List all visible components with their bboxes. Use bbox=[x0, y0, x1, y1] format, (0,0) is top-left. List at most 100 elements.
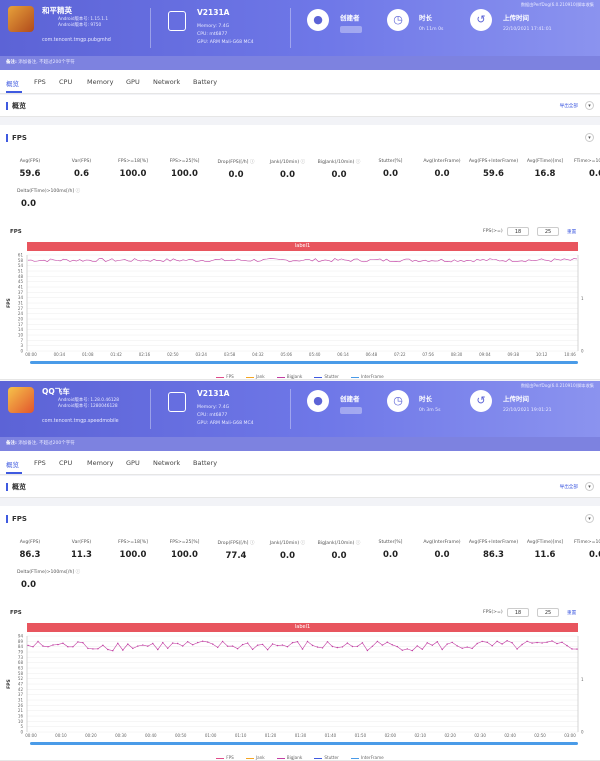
legend-item[interactable]: FPS bbox=[216, 374, 234, 379]
fps-point bbox=[231, 645, 234, 647]
fps-point bbox=[167, 647, 169, 649]
y-tick-label: 3 bbox=[20, 343, 23, 348]
y-tick-label: 45 bbox=[18, 279, 24, 284]
x-tick-label: 07:22 bbox=[394, 352, 406, 357]
legend-item[interactable]: BigJank bbox=[276, 374, 303, 379]
x-tick-label: 02:50 bbox=[534, 733, 546, 738]
chevron-down-icon[interactable]: ▾ bbox=[585, 101, 594, 110]
tab-fps[interactable]: FPS bbox=[34, 459, 46, 467]
chevron-down-icon[interactable]: ▾ bbox=[585, 482, 594, 491]
legend-label: InterFrame bbox=[360, 374, 384, 379]
legend-item[interactable]: FPS bbox=[216, 755, 234, 760]
fps-point bbox=[251, 648, 254, 651]
y-tick-label: 58 bbox=[18, 671, 24, 676]
y-tick-label: 73 bbox=[18, 655, 24, 660]
tab-fps[interactable]: FPS bbox=[34, 78, 46, 86]
tab-概览[interactable]: 概览 bbox=[6, 461, 19, 469]
x-tick-label: 02:00 bbox=[385, 733, 397, 738]
stat-value: 59.6 bbox=[19, 169, 41, 179]
fps-point bbox=[326, 641, 329, 643]
tab-battery[interactable]: Battery bbox=[193, 78, 218, 86]
export-all-link[interactable]: 导出全部 bbox=[559, 485, 578, 490]
fps-point bbox=[441, 648, 443, 651]
question-icon[interactable]: ⓘ bbox=[354, 160, 361, 165]
legend-item[interactable]: Jank bbox=[245, 755, 265, 760]
reset-button[interactable]: 重置 bbox=[567, 230, 577, 235]
question-icon[interactable]: ⓘ bbox=[74, 570, 81, 575]
tab-概览[interactable]: 概览 bbox=[6, 80, 19, 88]
chart-scrollbar[interactable] bbox=[30, 361, 578, 364]
tab-memory[interactable]: Memory bbox=[87, 459, 114, 467]
fps-threshold-input-1[interactable]: 18 bbox=[507, 227, 529, 236]
legend-item[interactable]: Jank bbox=[245, 374, 265, 379]
fps-point bbox=[281, 644, 284, 646]
legend-item[interactable]: BigJank bbox=[276, 755, 302, 760]
tab-cpu[interactable]: CPU bbox=[59, 78, 73, 86]
question-icon[interactable]: ⓘ bbox=[299, 160, 306, 165]
fps-point bbox=[147, 645, 149, 647]
legend-item[interactable]: InterFrame bbox=[350, 755, 384, 760]
label-bar[interactable]: label1 bbox=[27, 242, 578, 251]
duration-value: 0h 3m 5s bbox=[419, 408, 441, 413]
question-icon[interactable]: ⓘ bbox=[354, 541, 361, 546]
chevron-down-icon[interactable]: ▾ bbox=[585, 133, 594, 142]
device-specs: Memory: 7.4G CPU: mt6877 GPU: ARM Mali-G… bbox=[197, 404, 254, 428]
y-tick-label: 89 bbox=[18, 639, 24, 644]
question-icon[interactable]: ⓘ bbox=[74, 189, 81, 194]
fps-point bbox=[266, 649, 269, 651]
fps-threshold-input-1[interactable]: 18 bbox=[507, 608, 529, 617]
legend-item[interactable]: Stutter bbox=[314, 755, 339, 760]
fps-threshold-input-2[interactable]: 25 bbox=[537, 227, 559, 236]
reset-button[interactable]: 重置 bbox=[567, 611, 577, 616]
tab-gpu[interactable]: GPU bbox=[126, 78, 140, 86]
chart-scrollbar[interactable] bbox=[30, 742, 578, 745]
question-icon[interactable]: ⓘ bbox=[299, 541, 306, 546]
legend-swatch bbox=[276, 376, 285, 378]
stat-value: 0.0 bbox=[588, 550, 600, 560]
legend-item[interactable]: InterFrame bbox=[350, 374, 384, 379]
fps-point bbox=[336, 646, 339, 649]
fps-point bbox=[217, 646, 219, 649]
fps-point bbox=[172, 642, 174, 644]
device-cpu: CPU: mt6877 bbox=[197, 413, 228, 418]
export-all-link[interactable]: 导出全部 bbox=[559, 104, 578, 109]
history-icon: ↺ bbox=[470, 9, 492, 31]
question-icon[interactable]: ⓘ bbox=[248, 160, 255, 165]
y-tick-label: 20 bbox=[18, 317, 24, 322]
chevron-down-icon[interactable]: ▾ bbox=[585, 514, 594, 523]
creator-value-redacted bbox=[340, 26, 362, 33]
fps-point bbox=[92, 648, 94, 650]
y-tick-label: 34 bbox=[18, 295, 24, 300]
fps-threshold-input-2[interactable]: 25 bbox=[537, 608, 559, 617]
legend-swatch bbox=[276, 757, 285, 759]
overview-card: 概览 导出全部 ▾ bbox=[0, 95, 600, 117]
fps-point bbox=[536, 641, 538, 644]
legend-item[interactable]: Stutter bbox=[314, 374, 339, 379]
fps-point bbox=[87, 647, 89, 650]
fps-point bbox=[212, 643, 214, 645]
app-version-lines: Android版本号: 1.15.1.1 Android版本号: 9750 bbox=[58, 17, 108, 29]
x-tick-label: 02:10 bbox=[415, 733, 427, 738]
question-icon[interactable]: ⓘ bbox=[248, 541, 255, 546]
x-tick-label: 02:16 bbox=[139, 352, 151, 357]
fps-point bbox=[132, 647, 134, 650]
tab-cpu[interactable]: CPU bbox=[59, 459, 73, 467]
tab-gpu[interactable]: GPU bbox=[126, 459, 140, 467]
fps-chart[interactable]: 94898479736863585247423731262116105010FP… bbox=[0, 506, 600, 761]
fps-point bbox=[177, 642, 179, 645]
stat-item: Avg(FPS) 59.6 bbox=[2, 159, 58, 179]
label-bar[interactable]: label1 bbox=[27, 623, 578, 632]
fps-chart[interactable]: 6158545148454137343127242017141073010FPS… bbox=[0, 125, 600, 380]
fps-point bbox=[241, 643, 244, 646]
legend-label: BigJank bbox=[286, 374, 303, 379]
collector-note: 数据由PerfDog(6.0.210910)脚本收集 bbox=[520, 2, 594, 7]
tab-network[interactable]: Network bbox=[153, 459, 181, 467]
y-tick-label: 51 bbox=[18, 269, 24, 274]
fps-point bbox=[376, 640, 379, 643]
tab-network[interactable]: Network bbox=[153, 78, 181, 86]
stat-label: Stutter[%] bbox=[378, 159, 403, 164]
remark-bar[interactable]: 备注: 添加备注, 不超过200个字符 bbox=[0, 437, 600, 451]
tab-battery[interactable]: Battery bbox=[193, 459, 218, 467]
tab-memory[interactable]: Memory bbox=[87, 78, 114, 86]
remark-bar[interactable]: 备注: 添加备注, 不超过200个字符 bbox=[0, 56, 600, 70]
